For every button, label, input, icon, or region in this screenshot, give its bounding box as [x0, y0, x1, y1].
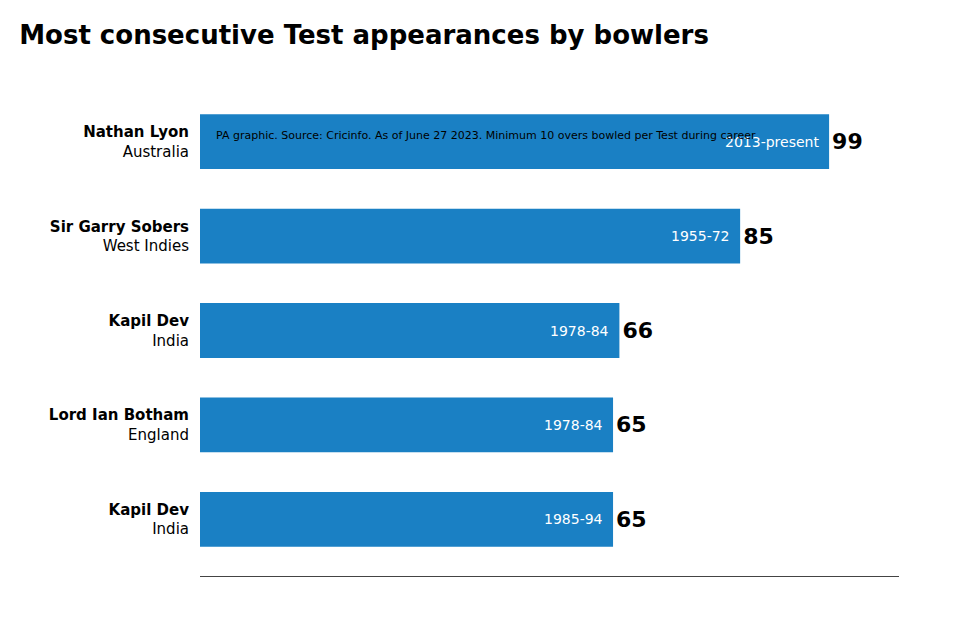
svg-text:Lord Ian BothamEngland: Lord Ian BothamEngland — [49, 406, 189, 444]
svg-text:1978-84: 1978-84 — [550, 323, 609, 339]
svg-text:99: 99 — [832, 129, 863, 154]
svg-text:1978-84: 1978-84 — [544, 417, 603, 433]
svg-text:Kapil DevIndia: Kapil DevIndia — [109, 312, 190, 350]
svg-text:1955-72: 1955-72 — [671, 228, 730, 244]
svg-text:PA graphic. Source: Cricinfo.: PA graphic. Source: Cricinfo. As of June… — [216, 129, 756, 142]
svg-text:Most consecutive Test appearan: Most consecutive Test appearances by bow… — [19, 20, 709, 50]
svg-text:65: 65 — [616, 507, 647, 532]
svg-text:Sir Garry SobersWest Indies: Sir Garry SobersWest Indies — [50, 218, 189, 256]
svg-text:65: 65 — [616, 412, 647, 437]
svg-text:1985-94: 1985-94 — [544, 511, 603, 527]
svg-text:66: 66 — [622, 318, 653, 343]
svg-text:85: 85 — [743, 224, 774, 249]
svg-text:2013-present: 2013-present — [725, 134, 819, 150]
svg-text:Nathan LyonAustralia: Nathan LyonAustralia — [83, 123, 189, 161]
svg-text:Kapil DevIndia: Kapil DevIndia — [109, 501, 190, 539]
